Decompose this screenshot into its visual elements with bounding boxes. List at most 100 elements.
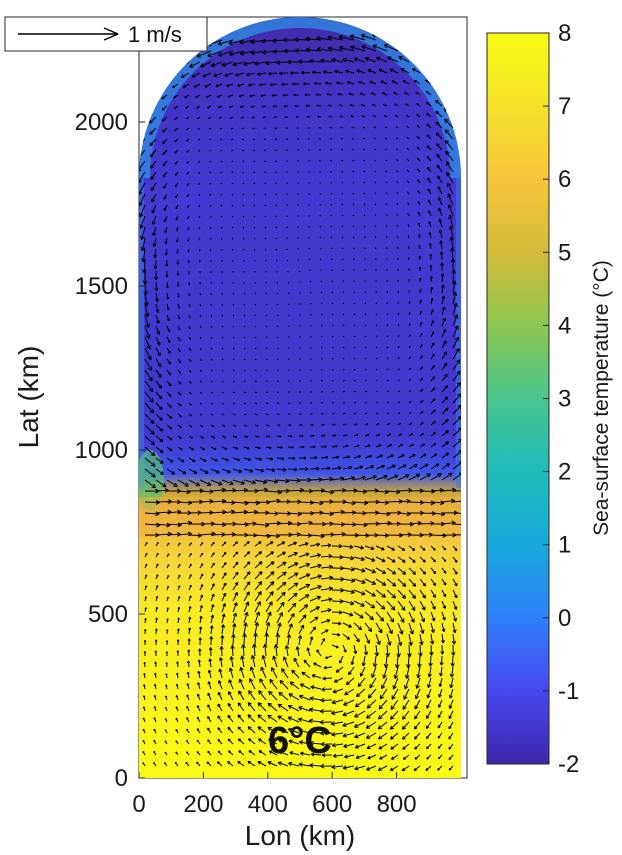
vector-arrow (221, 227, 222, 228)
vector-arrow (332, 347, 333, 348)
vector-head (188, 240, 189, 241)
vector-arrow (376, 535, 389, 536)
vector-arrow (266, 326, 267, 327)
vector-arrow (299, 535, 312, 536)
vector-arrow (397, 236, 398, 238)
vector-arrow (353, 171, 354, 172)
colorbar-tick-label: -2 (558, 751, 579, 778)
vector-arrow (331, 193, 332, 194)
vector-arrow (276, 227, 277, 228)
colorbar-label: Sea-surface temperature (°C) (590, 260, 613, 536)
vector-arrow (255, 403, 257, 404)
vector-arrow (264, 161, 266, 162)
vector-arrow (330, 138, 332, 139)
colorbar-tick-label: 7 (558, 93, 571, 120)
vector-arrow (398, 302, 399, 304)
vector-arrow (254, 194, 255, 195)
colorbar-tick-label: 8 (558, 20, 571, 47)
vector-arrow (265, 249, 266, 250)
vector-arrow (343, 380, 345, 381)
vector-head (323, 424, 324, 425)
vector-arrow (342, 204, 343, 205)
vector-arrow (331, 182, 332, 183)
vector-head (135, 77, 139, 81)
vector-arrow (321, 281, 322, 282)
vector-arrow (200, 304, 201, 306)
colorbar-tick-label: 3 (558, 386, 571, 413)
vector-arrow (332, 281, 333, 282)
vector-arrow (332, 402, 334, 403)
vector-head (334, 424, 335, 425)
vector-arrow (341, 127, 343, 128)
vector-arrow (321, 325, 322, 326)
vector-arrow (321, 314, 322, 315)
vector-arrow (254, 183, 255, 184)
vector-arrow (343, 369, 344, 370)
vector-arrow (310, 479, 322, 480)
vector-arrow (255, 392, 257, 393)
x-tick-label: 800 (377, 791, 417, 818)
vector-head (188, 262, 189, 263)
vector-arrow (341, 149, 343, 150)
vector-arrow (354, 358, 355, 359)
x-axis: 0 200 400 600 800 (132, 772, 416, 818)
vector-arrow (233, 304, 234, 305)
colorbar-tick-label: 0 (558, 605, 571, 632)
x-tick-label: 400 (248, 791, 288, 818)
annotation-6c: 6°C (268, 720, 332, 762)
vector-arrow (364, 237, 365, 238)
vector-head (135, 66, 139, 70)
y-tick-label: 1000 (75, 437, 128, 464)
vector-arrow (255, 381, 257, 382)
vector-arrow (199, 238, 200, 240)
vector-head (301, 424, 302, 425)
vector-arrow (342, 193, 343, 194)
vector-head (340, 116, 341, 117)
vector-arrow (354, 369, 355, 370)
vector-arrow (330, 127, 332, 128)
vector-head (274, 117, 275, 118)
vector-arrow (375, 226, 376, 227)
vector-arrow (255, 337, 256, 338)
vector-arrow (243, 183, 244, 184)
vector-arrow (321, 303, 322, 304)
vector-arrow (354, 292, 355, 293)
colorbar-tick-label: -1 (558, 678, 579, 705)
vector-arrow (276, 260, 277, 261)
vector-arrow (233, 293, 234, 294)
vector-head (268, 425, 269, 426)
vector-head (189, 284, 190, 285)
vector-arrow (264, 139, 266, 140)
vector-arrow (277, 326, 278, 327)
vector-arrow (253, 139, 255, 140)
vector-arrow (409, 290, 410, 293)
vector-arrow (320, 237, 321, 238)
colorbar-tick-label: 4 (558, 312, 571, 339)
vector-arrow (266, 370, 268, 371)
vector-arrow (332, 336, 333, 337)
vector-head (312, 424, 313, 425)
vector-arrow (398, 291, 399, 293)
quiver-key: 1 m/s (5, 17, 207, 51)
vector-arrow (253, 150, 255, 151)
vector-arrow (365, 292, 366, 293)
vector-arrow (287, 249, 288, 250)
vector-arrow (200, 293, 201, 295)
vector-arrow (376, 302, 377, 304)
vector-arrow (276, 238, 277, 239)
vector-head (284, 106, 285, 107)
vector-head (307, 116, 308, 117)
y-tick-label: 0 (115, 765, 128, 792)
vector-arrow (266, 359, 267, 360)
vector-head (295, 105, 296, 106)
vector-arrow (387, 302, 388, 304)
vector-arrow (386, 236, 387, 238)
vector-arrow (243, 249, 244, 250)
vector-head (135, 89, 139, 93)
vector-arrow (265, 205, 266, 206)
colorbar-tick-label: 5 (558, 239, 571, 266)
quiver-key-label: 1 m/s (128, 22, 182, 47)
colorbar (487, 33, 549, 764)
y-tick-label: 500 (88, 601, 128, 628)
